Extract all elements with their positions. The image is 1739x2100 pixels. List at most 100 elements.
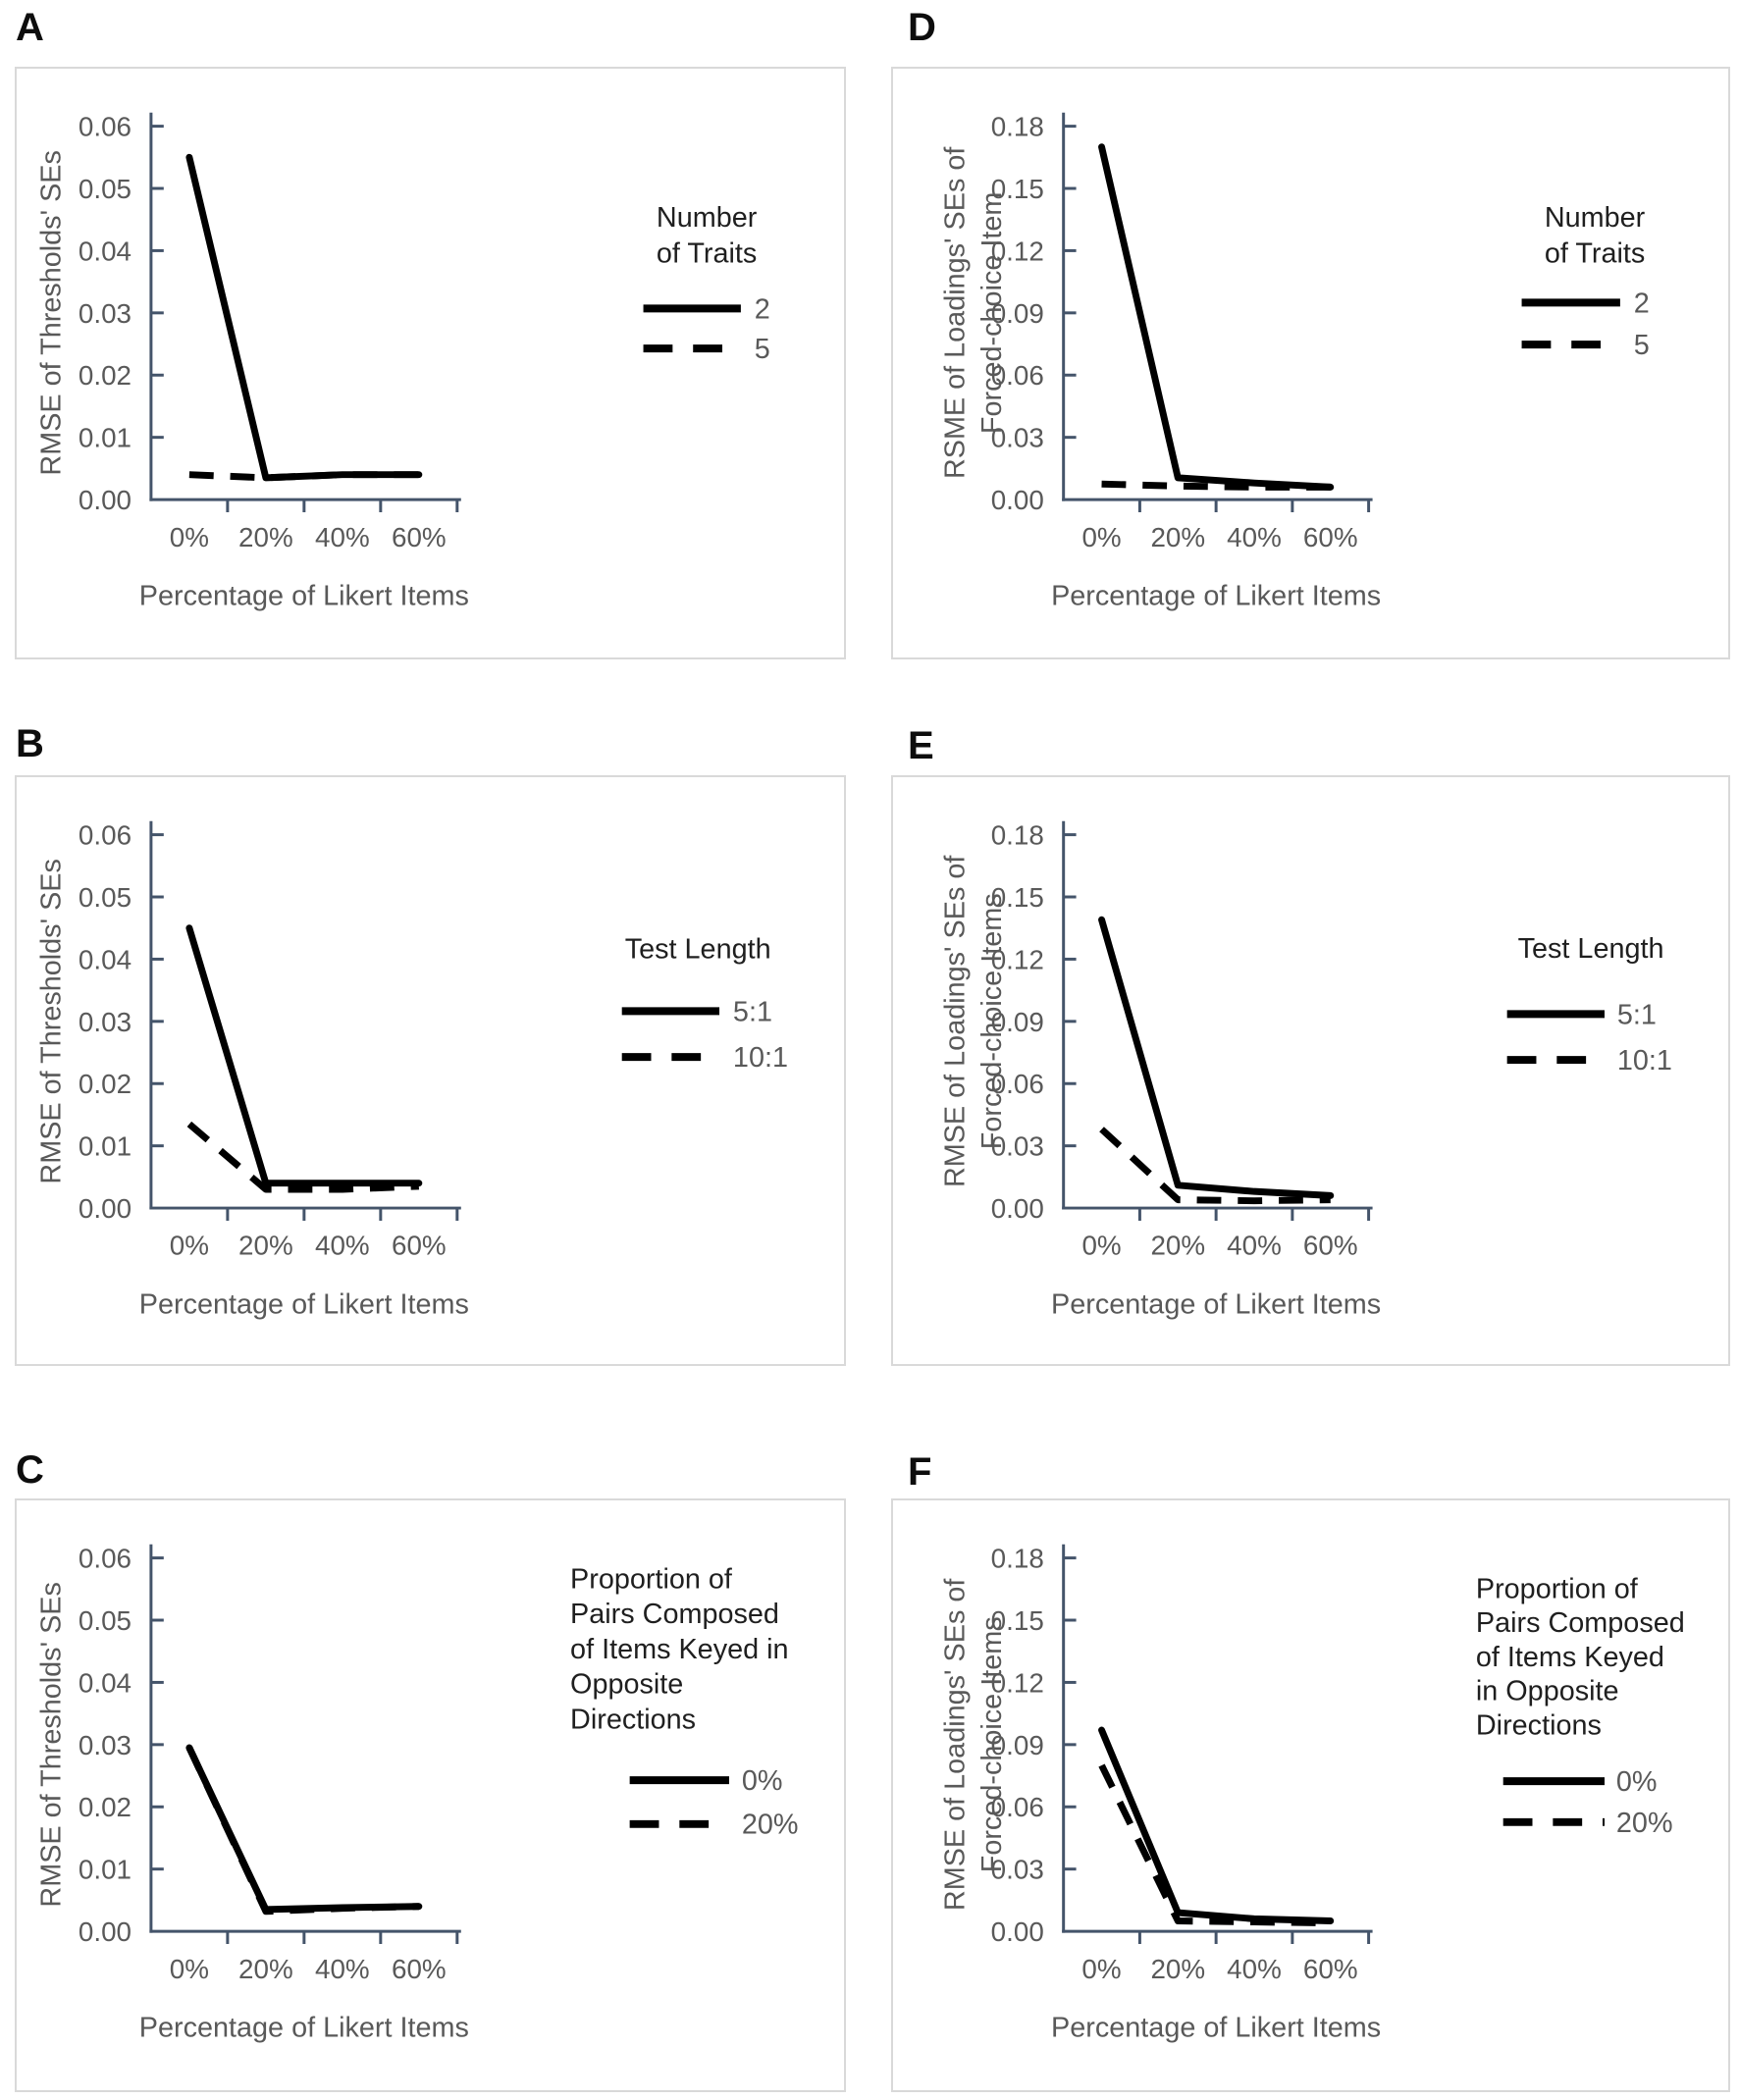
- legend-entry-label: 20%: [742, 1810, 799, 1841]
- legend-title-line: Test Length: [1518, 933, 1664, 965]
- series: [1098, 1726, 1335, 1927]
- x-tick-label: 0%: [1081, 522, 1121, 552]
- y-tick-label: 0.06: [991, 1069, 1044, 1099]
- x-tick-label: 0%: [1081, 1954, 1121, 1984]
- axes: 0.00 0.01 0.02 0.03 0.04 0.05 0.06 0% 20% 40% 60% P…: [36, 820, 469, 1321]
- series-line-10:1: [1099, 1127, 1331, 1205]
- y-tick-label: 0.01: [79, 423, 132, 453]
- chart-d-line-chart: 0.00 0.03 0.06 0.09 0.12 0.15 0.18 0% 20% 40% 60% P…: [939, 112, 1650, 612]
- x-axis-title: Percentage of Likert Items: [1051, 2012, 1381, 2043]
- y-tick-label: 0.09: [991, 1730, 1044, 1760]
- y-tick-label: 0.03: [991, 423, 1044, 453]
- y-axis-title: RMSE of Loadings' SEs of Forced-choice It…: [939, 1578, 1008, 1911]
- y-tick-label: 0.18: [991, 1544, 1044, 1574]
- axes: 0.00 0.03 0.06 0.09 0.12 0.15 0.18 0% 20% 40% 60% P…: [939, 1544, 1381, 2044]
- legend-title-line: Number: [657, 202, 758, 234]
- legend-title-line: Proportion of: [1476, 1573, 1639, 1604]
- legend: Number of Traits 2 5: [643, 202, 770, 365]
- x-tick-label: 60%: [1303, 1954, 1358, 1984]
- legend-entry-label: 5:1: [733, 996, 772, 1027]
- y-tick-label: 0.05: [79, 174, 132, 204]
- series: [1098, 143, 1335, 491]
- y-tick-label: 0.06: [79, 112, 132, 142]
- series: [185, 153, 423, 482]
- y-tick-label: 0.03: [991, 1855, 1044, 1885]
- axes: 0.00 0.03 0.06 0.09 0.12 0.15 0.18 0% 20% 40% 60% P…: [939, 112, 1381, 612]
- y-tick-label: 0.06: [991, 360, 1044, 391]
- y-axis-title: RMSE of Thresholds' SEs: [36, 859, 68, 1183]
- y-axis-title: RSME of Loadings' SEs of Forced-choice It…: [939, 146, 1008, 479]
- series-line-0%: [1098, 1726, 1335, 1924]
- legend-entry-label: 10:1: [733, 1042, 788, 1074]
- legend-entry-label: 5: [755, 334, 770, 365]
- legend-entry-label: 2: [755, 293, 770, 325]
- x-tick-label: 40%: [315, 522, 370, 552]
- y-tick-label: 0.02: [79, 1792, 132, 1822]
- legend: Test Length 5:1 10:1: [621, 934, 788, 1074]
- y-tick-label: 0.05: [79, 882, 132, 913]
- legend-title-line: Opposite: [570, 1669, 683, 1701]
- y-tick-label: 0.06: [991, 1792, 1044, 1822]
- legend-title-line: Number: [1545, 202, 1646, 234]
- legend-title-line: Directions: [1476, 1709, 1602, 1741]
- series-line-2: [185, 153, 423, 482]
- legend-entry-label: 0%: [742, 1765, 783, 1797]
- series: [185, 924, 423, 1193]
- y-tick-label: 0.03: [991, 1131, 1044, 1162]
- legend-title-line: Directions: [570, 1704, 696, 1735]
- legend-entry-label: 5:1: [1617, 999, 1657, 1030]
- chart-b-line-chart: 0.00 0.01 0.02 0.03 0.04 0.05 0.06 0% 20% 40% 60% P…: [36, 820, 788, 1321]
- y-axis-title: RMSE of Loadings' SEs of Forced-choice It…: [939, 855, 1008, 1187]
- y-axis-title: RMSE of Thresholds' SEs: [36, 150, 68, 475]
- panel-box-b: 0.00 0.01 0.02 0.03 0.04 0.05 0.06 0% 20% 40% 60% P…: [15, 775, 846, 1366]
- x-tick-label: 60%: [1303, 1231, 1358, 1261]
- panel-label-f: F: [908, 1450, 932, 1494]
- legend-title-line: Pairs Composed: [570, 1599, 779, 1630]
- series: [185, 1744, 423, 1916]
- legend-entry-label: 2: [1634, 288, 1650, 319]
- y-tick-label: 0.00: [991, 1916, 1044, 1947]
- series-line-20%: [1098, 1763, 1331, 1927]
- y-axis-title: RMSE of Thresholds' SEs: [36, 1582, 68, 1907]
- panel-label-e: E: [908, 724, 934, 767]
- y-tick-label: 0.06: [79, 820, 132, 851]
- panel-label-b: B: [16, 722, 44, 765]
- x-axis-title: Percentage of Likert Items: [139, 1288, 469, 1320]
- legend: Number of Traits 2 5: [1521, 202, 1650, 361]
- x-tick-label: 20%: [1150, 522, 1205, 552]
- x-axis-title: Percentage of Likert Items: [139, 580, 469, 611]
- y-tick-label: 0.06: [79, 1544, 132, 1574]
- panel-box-d: 0.00 0.03 0.06 0.09 0.12 0.15 0.18 0% 20% 40% 60% P…: [891, 67, 1730, 659]
- series: [1098, 916, 1335, 1205]
- panel-box-f: 0.00 0.03 0.06 0.09 0.12 0.15 0.18 0% 20% 40% 60% P…: [891, 1498, 1730, 2092]
- y-tick-label: 0.09: [991, 1007, 1044, 1037]
- y-tick-label: 0.05: [79, 1605, 132, 1636]
- legend-entry-label: 0%: [1616, 1766, 1658, 1798]
- x-tick-label: 20%: [1150, 1954, 1205, 1984]
- chart-c-line-chart: 0.00 0.01 0.02 0.03 0.04 0.05 0.06 0% 20% 40% 60% P…: [36, 1544, 799, 2044]
- panel-label-c: C: [16, 1448, 44, 1492]
- x-tick-label: 40%: [1227, 1231, 1282, 1261]
- x-axis-title: Percentage of Likert Items: [1051, 580, 1381, 611]
- y-tick-label: 0.18: [991, 820, 1044, 851]
- legend-entry-label: 20%: [1616, 1808, 1673, 1839]
- chart-a-line-chart: 0.00 0.01 0.02 0.03 0.04 0.05 0.06 0% 20% 40% 60% P…: [36, 112, 770, 612]
- y-tick-label: 0.01: [79, 1855, 132, 1885]
- x-tick-label: 40%: [315, 1231, 370, 1261]
- y-tick-label: 0.15: [991, 174, 1044, 204]
- y-tick-label: 0.03: [79, 1007, 132, 1037]
- chart-f-line-chart: 0.00 0.03 0.06 0.09 0.12 0.15 0.18 0% 20% 40% 60% P…: [939, 1544, 1685, 2044]
- axes: 0.00 0.01 0.02 0.03 0.04 0.05 0.06 0% 20% 40% 60% P…: [36, 1544, 469, 2044]
- legend-title-line: of Items Keyed: [1476, 1642, 1664, 1673]
- y-tick-label: 0.12: [991, 944, 1044, 974]
- legend-entry-label: 10:1: [1617, 1045, 1672, 1076]
- x-tick-label: 0%: [170, 1231, 209, 1261]
- y-tick-label: 0.03: [79, 1730, 132, 1760]
- x-tick-label: 60%: [392, 1954, 447, 1984]
- panel-label-a: A: [16, 6, 44, 49]
- legend-title-line: of Traits: [1545, 238, 1645, 270]
- x-tick-label: 20%: [238, 1231, 293, 1261]
- chart-e-line-chart: 0.00 0.03 0.06 0.09 0.12 0.15 0.18 0% 20% 40% 60% P…: [939, 820, 1672, 1321]
